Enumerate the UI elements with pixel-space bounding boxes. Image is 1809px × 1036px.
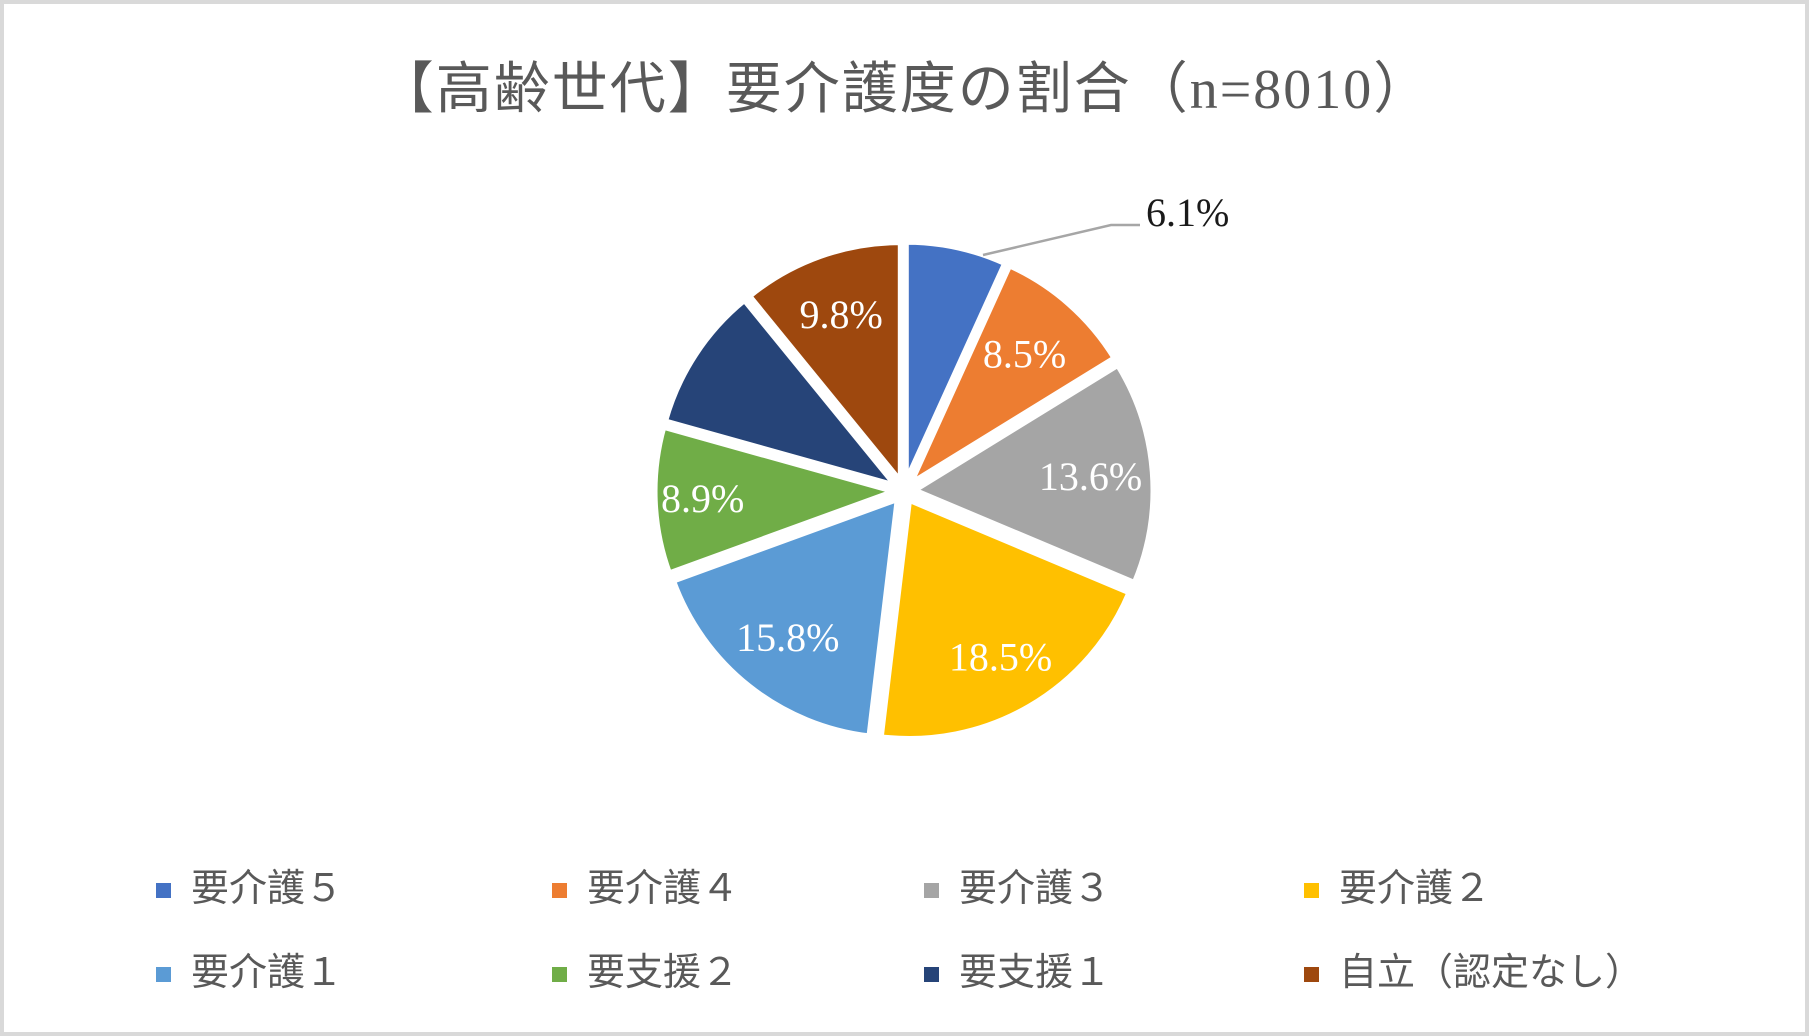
legend-marker-icon [156,883,171,898]
pie-slice-6 [662,297,902,490]
callout-label: 6.1% [1146,190,1229,235]
legend-item-6: 要支援１ [924,952,1111,996]
data-label-1: 8.5% [983,332,1066,377]
legend-label: 要介護５ [191,868,344,910]
legend-item-0: 要介護５ [156,868,343,912]
legend-label: 要介護３ [959,868,1112,910]
pie-slice-3 [878,496,1133,741]
chart-title: 【高齢世代】要介護度の割合（n=8010） [377,59,1432,121]
data-label-3: 18.5% [949,634,1052,679]
legend-item-5: 要支援２ [552,952,739,996]
legend-item-2: 要介護３ [924,868,1111,912]
pie-slice-4 [670,495,901,739]
legend-item-3: 要介護２ [1304,868,1491,912]
legend-label: 要介護２ [1339,868,1492,910]
legend-marker-icon [1304,883,1319,898]
data-label-7: 9.8% [800,292,883,337]
legend-item-4: 要介護１ [156,952,343,996]
legend-label: 要介護４ [587,868,740,910]
legend-marker-icon [1304,967,1319,982]
pie-slice-0 [903,239,1008,482]
legend-label: 要介護１ [191,952,344,994]
data-label-2: 13.6% [1039,454,1142,499]
legend-label: 要支援２ [587,952,740,994]
legend-marker-icon [156,967,171,982]
data-label-4: 15.8% [736,615,839,660]
legend-label: 自立（認定なし） [1339,952,1644,994]
legend-marker-icon [552,883,567,898]
legend-marker-icon [552,967,567,982]
callout-leader-line [982,223,1140,257]
legend-marker-icon [924,883,939,898]
pie-plot-area: 8.5% 13.6% 18.5% 15.8% 8.9% 9.8% 6.1% [652,190,1229,741]
legend-item-1: 要介護４ [552,868,739,912]
legend-item-7: 自立（認定なし） [1304,952,1643,996]
legend-marker-icon [924,967,939,982]
pie-slice-5 [652,424,902,577]
pie-slice-7 [746,240,903,488]
data-label-5: 8.9% [661,476,744,521]
pie-slice-1 [905,262,1118,490]
legend-label: 要支援１ [959,952,1112,994]
pie-slice-2 [909,362,1156,586]
